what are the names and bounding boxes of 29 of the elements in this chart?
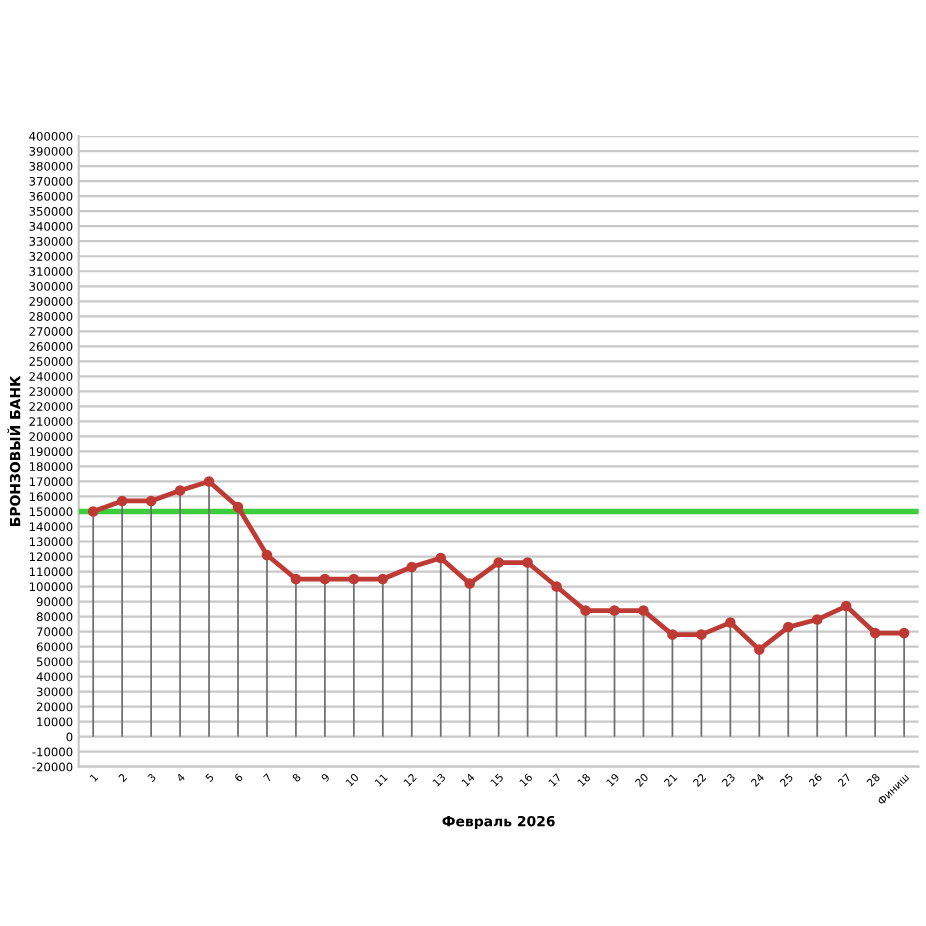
point [638, 605, 649, 616]
point [261, 549, 273, 561]
point [435, 552, 447, 564]
point [464, 578, 475, 589]
point [869, 627, 881, 639]
point [725, 617, 736, 628]
point [551, 581, 562, 592]
point [754, 644, 765, 655]
point [87, 506, 99, 517]
point [580, 605, 591, 616]
point [609, 605, 620, 616]
point [811, 614, 823, 625]
point [522, 557, 533, 568]
point [782, 621, 794, 633]
point [319, 573, 331, 585]
point [174, 485, 186, 496]
point [696, 629, 707, 640]
point [667, 629, 678, 640]
point [348, 573, 360, 585]
point [203, 476, 215, 487]
point [898, 627, 910, 639]
point [232, 501, 244, 513]
point [290, 573, 302, 585]
point [840, 600, 852, 612]
point [493, 557, 504, 568]
point [406, 561, 418, 573]
point [116, 495, 128, 507]
point [377, 573, 389, 585]
point [145, 495, 157, 507]
